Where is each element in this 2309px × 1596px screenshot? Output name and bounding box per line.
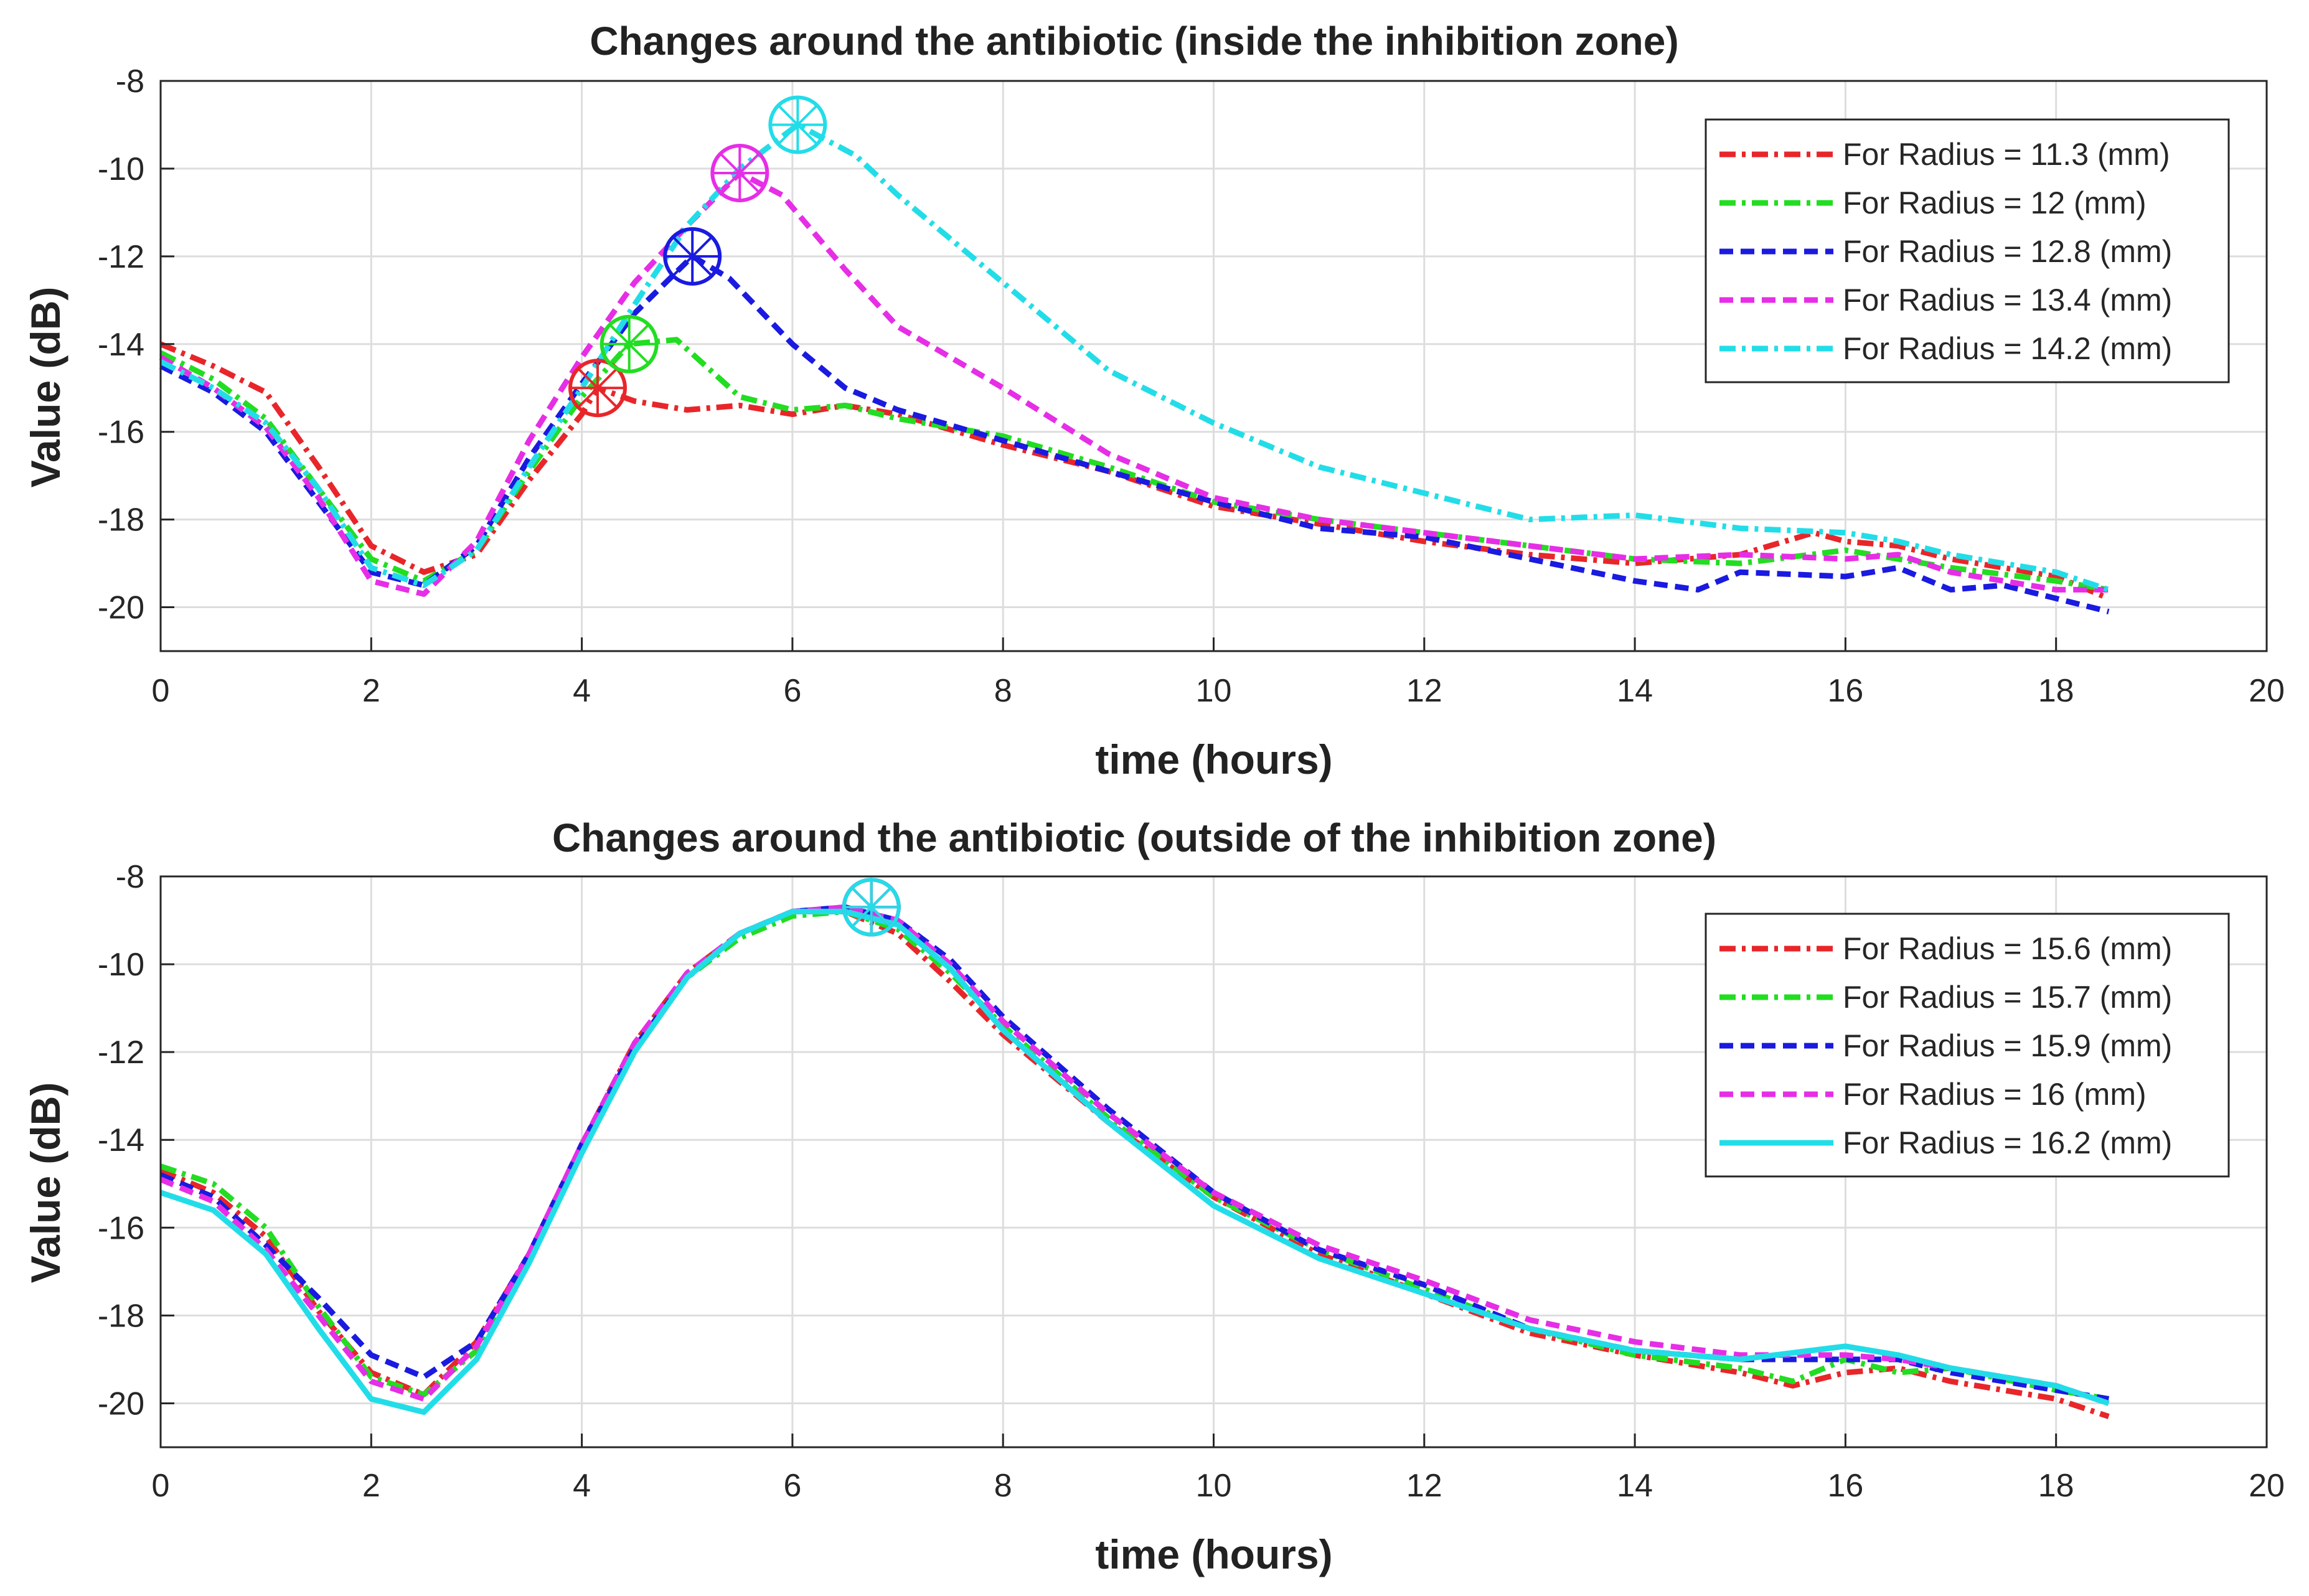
y-tick-label: -16 bbox=[98, 415, 144, 451]
y-tick-label: -12 bbox=[98, 1035, 144, 1071]
legend-label: For Radius = 12.8 (mm) bbox=[1843, 234, 2172, 269]
x-axis-label: time (hours) bbox=[1095, 736, 1332, 782]
legend-item: For Radius = 12 (mm) bbox=[1719, 185, 2147, 220]
x-tick-label: 6 bbox=[783, 1468, 801, 1504]
chart-inside-inhibition-zone: Changes around the antibiotic (inside th… bbox=[22, 19, 2285, 782]
x-tick-label: 18 bbox=[2038, 673, 2074, 709]
x-tick-label: 20 bbox=[2249, 1468, 2285, 1504]
x-tick-label: 8 bbox=[994, 1468, 1012, 1504]
series-line-1 bbox=[159, 908, 2110, 1419]
x-tick-label: 12 bbox=[1406, 673, 1442, 709]
y-tick-label: -18 bbox=[98, 502, 144, 538]
x-tick-label: 14 bbox=[1617, 1468, 1653, 1504]
chart-title: Changes around the antibiotic (outside o… bbox=[552, 815, 1716, 860]
x-tick-label: 6 bbox=[783, 673, 801, 709]
chart-title: Changes around the antibiotic (inside th… bbox=[590, 19, 1678, 63]
x-tick-label: 2 bbox=[362, 673, 380, 709]
y-tick-label: -10 bbox=[98, 947, 144, 983]
legend-label: For Radius = 15.7 (mm) bbox=[1843, 980, 2172, 1015]
legend-item: For Radius = 12.8 (mm) bbox=[1719, 234, 2172, 269]
y-tick-label: -20 bbox=[98, 1386, 144, 1422]
peak-marker bbox=[568, 359, 627, 418]
x-tick-label: 16 bbox=[1827, 673, 1863, 709]
y-tick-label: -18 bbox=[98, 1298, 144, 1334]
x-tick-label: 2 bbox=[362, 1468, 380, 1504]
y-tick-label: -8 bbox=[116, 63, 144, 100]
series-line-4 bbox=[159, 170, 2109, 597]
y-tick-label: -14 bbox=[98, 1122, 144, 1158]
x-tick-label: 16 bbox=[1827, 1468, 1863, 1504]
legend-item: For Radius = 16.2 (mm) bbox=[1719, 1125, 2172, 1160]
series-line-3 bbox=[159, 904, 2110, 1402]
legend-label: For Radius = 14.2 (mm) bbox=[1843, 331, 2172, 366]
legend-label: For Radius = 16 (mm) bbox=[1843, 1077, 2147, 1112]
legend-item: For Radius = 15.9 (mm) bbox=[1719, 1028, 2172, 1063]
peak-marker bbox=[600, 314, 659, 373]
legend-item: For Radius = 11.3 (mm) bbox=[1719, 137, 2170, 172]
legend-label: For Radius = 16.2 (mm) bbox=[1843, 1125, 2172, 1160]
x-tick-label: 8 bbox=[994, 673, 1012, 709]
peak-marker bbox=[768, 95, 827, 154]
legend-label: For Radius = 15.6 (mm) bbox=[1843, 931, 2172, 966]
y-tick-label: -8 bbox=[116, 859, 144, 895]
series-line-5 bbox=[159, 908, 2110, 1415]
x-tick-label: 4 bbox=[573, 673, 591, 709]
x-tick-label: 4 bbox=[573, 1468, 591, 1504]
peak-marker bbox=[710, 143, 769, 202]
legend-item: For Radius = 13.4 (mm) bbox=[1719, 283, 2172, 317]
legend-item: For Radius = 16 (mm) bbox=[1719, 1077, 2147, 1112]
y-tick-label: -20 bbox=[98, 590, 144, 626]
x-tick-label: 10 bbox=[1196, 1468, 1232, 1504]
series-line-2 bbox=[159, 908, 2110, 1402]
x-tick-label: 18 bbox=[2038, 1468, 2074, 1504]
series-line-4 bbox=[159, 904, 2110, 1406]
legend-item: For Radius = 14.2 (mm) bbox=[1719, 331, 2172, 366]
y-axis-label: Value (dB) bbox=[22, 287, 68, 488]
legend-item: For Radius = 15.6 (mm) bbox=[1719, 931, 2172, 966]
x-tick-label: 0 bbox=[152, 1468, 170, 1504]
legend-label: For Radius = 13.4 (mm) bbox=[1843, 283, 2172, 317]
legend-item: For Radius = 15.7 (mm) bbox=[1719, 980, 2172, 1015]
x-tick-label: 12 bbox=[1406, 1468, 1442, 1504]
x-tick-label: 20 bbox=[2249, 673, 2285, 709]
y-axis-label: Value (dB) bbox=[22, 1082, 68, 1284]
x-tick-label: 14 bbox=[1617, 673, 1653, 709]
x-axis-label: time (hours) bbox=[1095, 1531, 1332, 1577]
peak-marker bbox=[663, 227, 722, 286]
chart-outside-inhibition-zone: Changes around the antibiotic (outside o… bbox=[22, 815, 2285, 1577]
x-tick-label: 10 bbox=[1196, 673, 1232, 709]
peak-marker bbox=[842, 878, 901, 937]
y-tick-label: -14 bbox=[98, 327, 144, 363]
legend-label: For Radius = 15.9 (mm) bbox=[1843, 1028, 2172, 1063]
legend-label: For Radius = 11.3 (mm) bbox=[1843, 137, 2170, 172]
y-tick-label: -10 bbox=[98, 151, 144, 187]
x-tick-label: 0 bbox=[152, 673, 170, 709]
legend-label: For Radius = 12 (mm) bbox=[1843, 185, 2147, 220]
y-tick-label: -16 bbox=[98, 1210, 144, 1246]
series-line-5 bbox=[159, 122, 2110, 593]
y-tick-label: -12 bbox=[98, 239, 144, 275]
